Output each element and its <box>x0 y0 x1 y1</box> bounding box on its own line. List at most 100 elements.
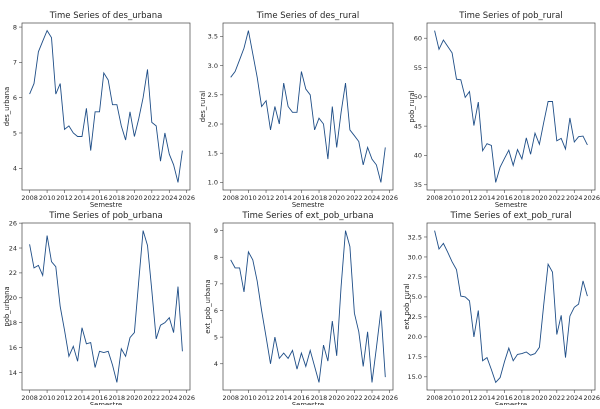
x-tick-label: 2020 <box>126 194 143 202</box>
x-tick-label: 2020 <box>126 394 143 402</box>
x-tick-label: 2012 <box>56 194 73 202</box>
y-tick-label: 6 <box>214 307 218 315</box>
y-axis-label: des_urbana <box>3 87 11 127</box>
series-line <box>231 31 386 183</box>
x-tick-label: 2008 <box>426 394 443 402</box>
y-tick-label: 26 <box>9 219 17 227</box>
axes-frame <box>223 23 393 190</box>
x-tick-label: 2012 <box>258 394 275 402</box>
series-line <box>435 231 588 383</box>
y-tick-label: 2.5 <box>208 91 218 99</box>
x-tick-label: 2024 <box>161 194 178 202</box>
y-tick-label: 5 <box>214 333 218 341</box>
y-tick-label: 3.0 <box>208 62 218 70</box>
x-tick-label: 2026 <box>381 394 398 402</box>
y-tick-label: 5 <box>13 129 17 137</box>
y-tick-label: 8 <box>13 23 17 31</box>
y-axis-label: pob_rural <box>408 90 416 122</box>
y-tick-label: 8 <box>214 254 218 262</box>
x-tick-label: 2024 <box>566 394 583 402</box>
series-line <box>231 231 386 383</box>
x-tick-label: 2008 <box>222 194 239 202</box>
y-tick-label: 55 <box>414 64 422 72</box>
series-line <box>30 231 183 383</box>
y-axis-label: des_rural <box>199 91 207 122</box>
x-tick-label: 2014 <box>275 194 292 202</box>
y-tick-label: 6 <box>13 94 17 102</box>
y-tick-label: 20.0 <box>408 333 422 341</box>
x-tick-label: 2020 <box>531 394 548 402</box>
axes-frame <box>427 23 595 190</box>
chart-title: Time Series of des_rural <box>256 11 360 21</box>
x-tick-label: 2022 <box>346 394 363 402</box>
chart-title: Time Series of ext_pob_rural <box>449 211 571 221</box>
y-tick-label: 2.0 <box>208 120 218 128</box>
chart-title: Time Series of des_urbana <box>49 11 163 21</box>
axes-frame <box>427 223 595 390</box>
x-axis-label: Semestre <box>495 201 527 209</box>
x-tick-label: 2010 <box>240 194 257 202</box>
x-tick-label: 2010 <box>240 394 257 402</box>
y-tick-label: 3.5 <box>208 33 218 41</box>
x-tick-label: 2024 <box>364 394 381 402</box>
x-axis-label: Semestre <box>495 401 527 405</box>
y-tick-label: 24 <box>9 244 17 252</box>
y-tick-label: 4 <box>214 360 218 368</box>
series-line <box>30 31 183 183</box>
x-axis-label: Semestre <box>292 201 324 209</box>
x-tick-label: 2022 <box>346 194 363 202</box>
x-tick-label: 2014 <box>479 194 496 202</box>
y-tick-label: 7 <box>214 280 218 288</box>
y-tick-label: 15.0 <box>408 373 422 381</box>
x-tick-label: 2024 <box>364 194 381 202</box>
x-tick-label: 2012 <box>461 394 478 402</box>
y-tick-label: 16 <box>9 344 17 352</box>
x-tick-label: 2020 <box>328 194 345 202</box>
x-tick-label: 2026 <box>583 194 600 202</box>
axes-frame <box>22 23 190 190</box>
chart-title: Time Series of pob_urbana <box>48 211 163 221</box>
x-tick-label: 2026 <box>178 394 195 402</box>
x-tick-label: 2012 <box>258 194 275 202</box>
x-axis-label: Semestre <box>292 401 324 405</box>
x-tick-label: 2010 <box>444 394 461 402</box>
x-tick-label: 2020 <box>531 194 548 202</box>
x-tick-label: 2014 <box>479 394 496 402</box>
y-axis-label: ext_pob_rural <box>403 283 411 329</box>
y-tick-label: 7 <box>13 59 17 67</box>
y-tick-label: 40 <box>414 152 422 160</box>
x-tick-label: 2024 <box>566 194 583 202</box>
y-tick-label: 17.5 <box>408 353 422 361</box>
x-tick-label: 2014 <box>74 394 91 402</box>
y-tick-label: 1.0 <box>208 179 218 187</box>
y-axis-label: ext_pob_urbana <box>204 279 212 333</box>
x-tick-label: 2012 <box>56 394 73 402</box>
x-tick-label: 2010 <box>444 194 461 202</box>
y-tick-label: 32.5 <box>408 233 422 241</box>
x-tick-label: 2008 <box>21 194 38 202</box>
x-tick-label: 2022 <box>549 394 566 402</box>
y-tick-label: 1.5 <box>208 150 218 158</box>
x-tick-label: 2020 <box>328 394 345 402</box>
x-tick-label: 2008 <box>21 394 38 402</box>
x-tick-label: 2008 <box>426 194 443 202</box>
y-tick-label: 35 <box>414 181 422 189</box>
x-tick-label: 2012 <box>461 194 478 202</box>
y-tick-label: 4 <box>13 165 17 173</box>
x-axis-label: Semestre <box>90 201 122 209</box>
y-tick-label: 27.5 <box>408 273 422 281</box>
chart-title: Time Series of pob_rural <box>458 11 562 21</box>
x-tick-label: 2026 <box>583 394 600 402</box>
y-axis-label: pob_urbana <box>3 286 11 326</box>
x-tick-label: 2022 <box>144 394 161 402</box>
y-tick-label: 9 <box>214 227 218 235</box>
x-tick-label: 2026 <box>178 194 195 202</box>
axes-frame <box>223 223 393 390</box>
